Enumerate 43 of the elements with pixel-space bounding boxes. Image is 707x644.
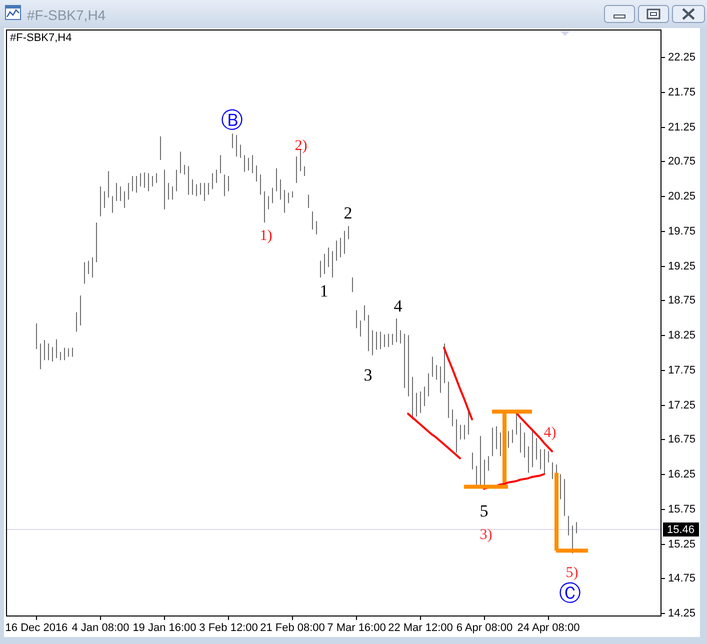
annotation: 2) xyxy=(294,138,308,154)
line-series xyxy=(443,346,473,420)
x-tick-label: 6 Apr 08:00 xyxy=(456,622,513,634)
y-tick-label: 18.75 xyxy=(668,294,696,306)
x-tick-label: 24 Apr 08:00 xyxy=(517,622,580,634)
chart-title: #F-SBK7,H4 xyxy=(27,7,106,23)
y-tick-label: 21.75 xyxy=(668,86,696,98)
annotation: 4) xyxy=(544,425,556,441)
annotation: 2 xyxy=(344,204,352,222)
annotation: 1 xyxy=(320,282,328,300)
x-tick-label: 19 Jan 16:00 xyxy=(132,622,196,634)
ref-line-label: 15.46 xyxy=(667,524,695,536)
chart-title: #F-SBK7,H4 xyxy=(10,32,72,44)
x-tick-label: 3 Feb 12:00 xyxy=(199,622,258,634)
x-tick-label: 16 Dec 2016 xyxy=(5,622,68,634)
annotation: 5 xyxy=(480,502,488,520)
y-tick-label: 14.25 xyxy=(668,608,696,620)
y-tick-label: 17.25 xyxy=(668,400,696,412)
y-tick-label: 21.25 xyxy=(668,122,696,134)
y-tick-label: 14.75 xyxy=(668,572,696,584)
annotation: 3) xyxy=(480,527,492,543)
x-tick-label: 22 Mar 12:00 xyxy=(388,622,453,634)
y-tick-label: 16.75 xyxy=(668,434,696,446)
annotation: 3 xyxy=(364,366,372,384)
y-tick-label: 20.75 xyxy=(668,156,696,168)
y-tick-label: 22.25 xyxy=(668,52,696,64)
y-tick-label: 18.25 xyxy=(668,330,696,342)
line-series xyxy=(407,412,461,460)
x-tick-label: 7 Mar 16:00 xyxy=(327,622,386,634)
y-tick-label: 19.25 xyxy=(668,260,696,272)
annotation: 4 xyxy=(394,296,403,316)
y-tick-label: 15.75 xyxy=(668,504,696,516)
y-tick-label: 19.75 xyxy=(668,226,696,238)
annotation: Ⓑ xyxy=(221,108,243,132)
y-tick-label: 20.25 xyxy=(668,190,696,202)
annotation: 5) xyxy=(566,565,578,581)
y-tick-label: 16.25 xyxy=(668,468,696,480)
x-tick-label: 21 Feb 08:00 xyxy=(260,622,325,634)
y-tick-label: 17.75 xyxy=(668,364,696,376)
x-tick-label: 4 Jan 08:00 xyxy=(72,622,130,634)
annotation: Ⓒ xyxy=(559,580,581,606)
annotation: 1) xyxy=(260,228,272,244)
y-tick-label: 15.25 xyxy=(668,538,696,550)
